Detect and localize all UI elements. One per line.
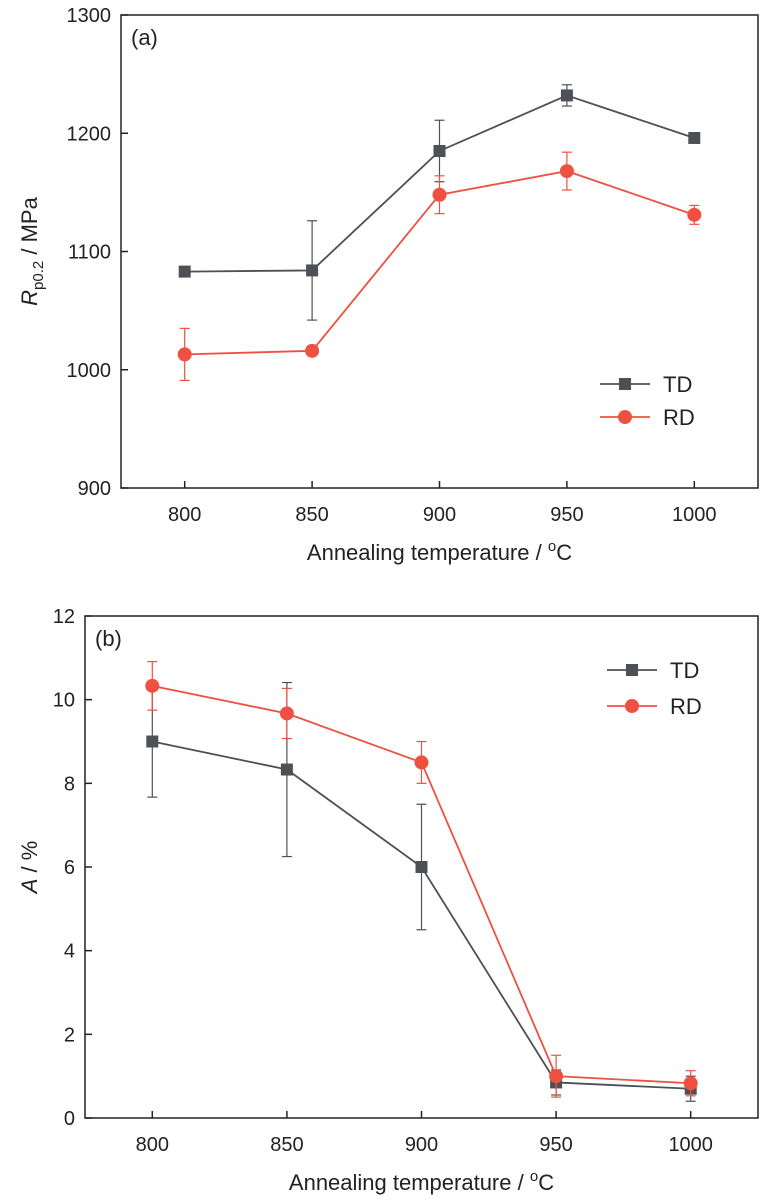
- legend-label: RD: [670, 694, 702, 719]
- legend-marker: [618, 410, 632, 424]
- chart-panel-b: 0 2 4 6 8 10 12 800 850 900 950 1000 Annealing tempe…: [17, 606, 759, 1195]
- y-axis-title: Rp0.2 / MPa: [17, 196, 47, 305]
- y-tick-label: 10: [53, 690, 75, 712]
- data-point: [145, 678, 160, 693]
- series-rd: [177, 151, 702, 381]
- x-tick-label: 800: [168, 504, 201, 526]
- chart-panel-a: 900 1000 1100 1200 1300 800 850 900 950 1000 Annea…: [17, 5, 759, 565]
- x-tick-label: 850: [270, 1134, 303, 1156]
- data-point: [280, 763, 293, 776]
- panel-label: (b): [95, 626, 122, 651]
- y-tick-label: 900: [78, 478, 111, 500]
- y-axis-title: A / %: [17, 841, 42, 896]
- data-point: [305, 343, 320, 358]
- y-tick-label: 4: [64, 941, 75, 963]
- x-tick-label: 950: [550, 504, 583, 526]
- x-axis-title: Annealing temperature / oC: [289, 1168, 554, 1195]
- data-point: [414, 755, 429, 770]
- legend-item-td: TD: [600, 372, 692, 397]
- data-point: [306, 264, 319, 277]
- panel-label: (a): [131, 25, 158, 50]
- legend-label: TD: [670, 658, 699, 683]
- x-tick-label: 800: [136, 1134, 169, 1156]
- x-tick-label: 850: [295, 504, 328, 526]
- y-tick-label: 1000: [67, 360, 112, 382]
- legend-marker: [619, 378, 631, 390]
- series-rd: [145, 660, 698, 1098]
- data-point: [560, 89, 573, 102]
- y-tick-label: 8: [64, 773, 75, 795]
- legend-item-rd: RD: [607, 694, 702, 719]
- x-tick-label: 1000: [668, 1134, 713, 1156]
- data-point: [178, 265, 191, 278]
- y-tick-label: 1200: [67, 123, 112, 145]
- y-tick-label: 0: [64, 1108, 75, 1130]
- series-td: [178, 84, 701, 321]
- data-point: [279, 706, 294, 721]
- legend-item-rd: RD: [600, 405, 695, 430]
- x-tick-label: 900: [423, 504, 456, 526]
- x-tick-label: 900: [405, 1134, 438, 1156]
- legend-marker: [625, 699, 639, 713]
- data-point: [683, 1076, 698, 1091]
- y-tick-label: 12: [53, 606, 75, 628]
- y-tick-label: 1300: [67, 5, 112, 27]
- data-point: [549, 1069, 564, 1084]
- data-point: [177, 347, 192, 362]
- y-tick-label: 2: [64, 1024, 75, 1046]
- data-point: [559, 164, 574, 179]
- x-axis-title: Annealing temperature / oC: [307, 538, 572, 565]
- legend-marker: [626, 664, 638, 676]
- y-tick-label: 6: [64, 857, 75, 879]
- legend-label: TD: [663, 372, 692, 397]
- data-point: [433, 144, 446, 157]
- data-point: [432, 187, 447, 202]
- x-tick-label: 1000: [672, 504, 717, 526]
- data-point: [415, 861, 428, 873]
- data-point: [688, 131, 701, 144]
- data-point: [146, 735, 159, 748]
- y-tick-label: 1100: [68, 242, 111, 264]
- legend-label: RD: [663, 405, 695, 430]
- data-point: [687, 207, 702, 222]
- x-tick-label: 950: [539, 1134, 572, 1156]
- legend-item-td: TD: [607, 658, 699, 683]
